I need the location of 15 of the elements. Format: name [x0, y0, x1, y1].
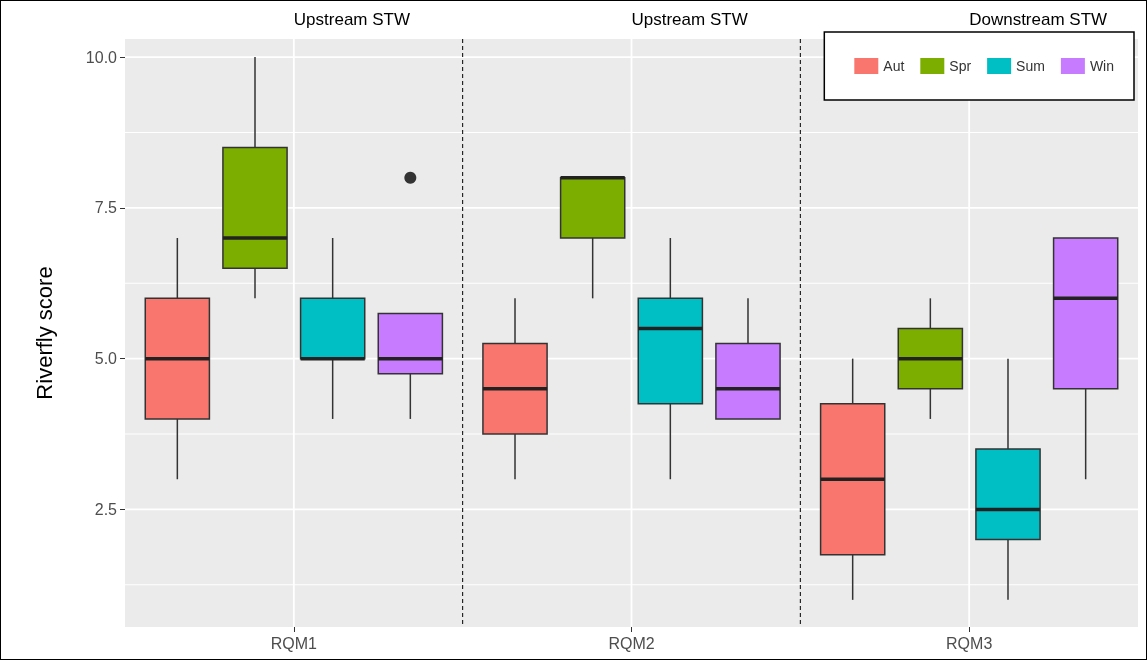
legend-label: Win: [1089, 58, 1115, 74]
x-tick-label: RQM2: [608, 634, 655, 652]
legend-label: Sum: [1016, 58, 1045, 74]
y-tick-label: 2.5: [94, 500, 118, 518]
x-tick-label: RQM1: [270, 634, 318, 652]
y-axis-title: Riverfly score: [31, 266, 57, 400]
x-tick-label: RQM3: [946, 634, 993, 652]
text: Upstream STW: [293, 10, 411, 29]
y-tick-label: 7.5: [94, 199, 118, 217]
text: Downstream STW: [969, 10, 1108, 29]
text: Upstream STW: [631, 10, 748, 29]
legend-label: Spr: [949, 58, 972, 74]
y-tick-label: 10.0: [85, 48, 118, 66]
y-tick-label: 5.0: [94, 350, 118, 368]
legend-label: Aut: [883, 58, 905, 74]
